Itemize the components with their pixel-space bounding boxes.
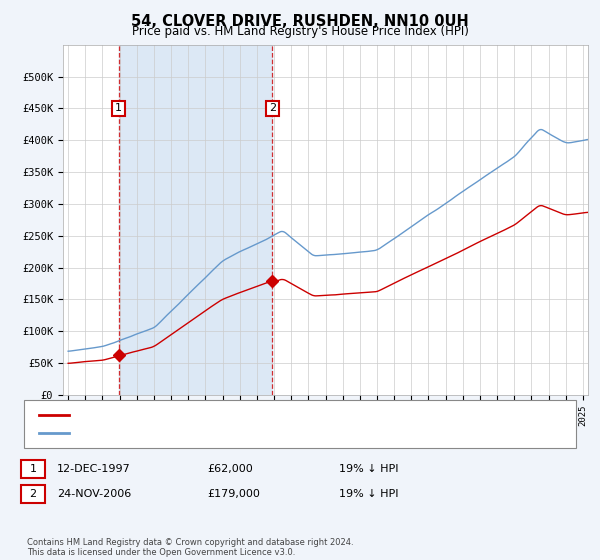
Text: 12-DEC-1997: 12-DEC-1997	[57, 464, 131, 474]
Text: 54, CLOVER DRIVE, RUSHDEN, NN10 0UH (detached house): 54, CLOVER DRIVE, RUSHDEN, NN10 0UH (det…	[72, 410, 369, 420]
Text: HPI: Average price, detached house, North Northamptonshire: HPI: Average price, detached house, Nort…	[72, 428, 378, 438]
Bar	[119, 45, 272, 395]
Text: Contains HM Land Registry data © Crown copyright and database right 2024.
This d: Contains HM Land Registry data © Crown c…	[27, 538, 353, 557]
Text: 19% ↓ HPI: 19% ↓ HPI	[339, 464, 398, 474]
Text: 54, CLOVER DRIVE, RUSHDEN, NN10 0UH: 54, CLOVER DRIVE, RUSHDEN, NN10 0UH	[131, 14, 469, 29]
Text: 19% ↓ HPI: 19% ↓ HPI	[339, 489, 398, 499]
Text: 1: 1	[29, 464, 37, 474]
Text: 1: 1	[115, 104, 122, 114]
Text: £62,000: £62,000	[207, 464, 253, 474]
Text: 2: 2	[269, 104, 276, 114]
Text: 2: 2	[29, 489, 37, 499]
Text: Price paid vs. HM Land Registry's House Price Index (HPI): Price paid vs. HM Land Registry's House …	[131, 25, 469, 38]
Text: £179,000: £179,000	[207, 489, 260, 499]
Text: 24-NOV-2006: 24-NOV-2006	[57, 489, 131, 499]
